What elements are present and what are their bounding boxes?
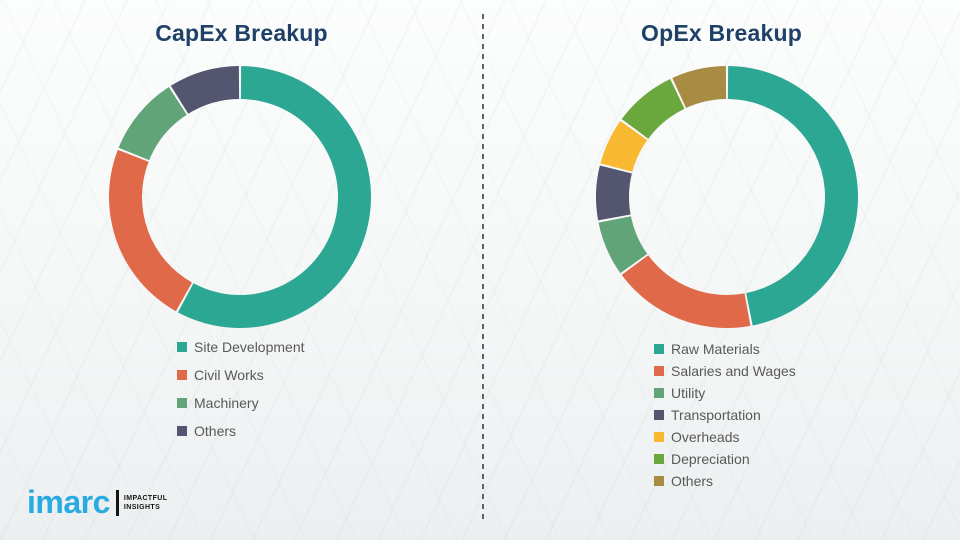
donut-segment	[170, 66, 240, 114]
legend-marker	[177, 426, 187, 436]
opex-title: OpEx Breakup	[641, 20, 802, 46]
logo-tagline: IMPACTFUL INSIGHTS	[124, 494, 168, 513]
legend-label: Utility	[671, 385, 706, 401]
legend-item: Site Development	[177, 333, 305, 361]
opex-legend: Raw Materials Salaries and Wages Utility Tr…	[654, 338, 796, 492]
capex-panel: CapEx Breakup Site Development Civil Work…	[105, 20, 375, 445]
donut-segment	[598, 216, 648, 274]
imarc-logo-text: imarc	[27, 484, 110, 520]
legend-label: Others	[194, 423, 237, 439]
legend-label: Site Development	[194, 339, 305, 355]
donut-segment	[621, 78, 685, 139]
legend-marker	[654, 454, 664, 464]
legend-label: Transportation	[671, 407, 761, 423]
legend-marker	[654, 388, 664, 398]
dashed-divider	[482, 14, 484, 520]
donut-segment	[672, 66, 727, 108]
legend-item: Others	[654, 470, 796, 492]
legend-item: Transportation	[654, 404, 796, 426]
legend-marker	[177, 398, 187, 408]
legend-item: Machinery	[177, 389, 305, 417]
legend-marker	[654, 432, 664, 442]
legend-label: Civil Works	[194, 367, 264, 383]
legend-marker	[654, 344, 664, 354]
donut-segment	[596, 165, 632, 221]
capex-legend: Site Development Civil Works Machinery Othe…	[177, 333, 305, 445]
logo-tagline-line1: IMPACTFUL	[123, 494, 168, 502]
legend-item: Depreciation	[654, 448, 796, 470]
logo-divider-bar	[115, 490, 119, 516]
legend-item: Civil Works	[177, 361, 305, 389]
legend-marker	[177, 370, 187, 380]
legend-marker	[654, 366, 664, 376]
legend-label: Overheads	[671, 429, 740, 445]
legend-item: Raw Materials	[654, 338, 796, 360]
legend-marker	[654, 410, 664, 420]
donut-segment	[177, 66, 371, 328]
legend-item: Others	[177, 417, 305, 445]
donut-svg	[596, 66, 859, 329]
legend-label: Raw Materials	[671, 341, 760, 357]
legend-label: Salaries and Wages	[671, 363, 796, 379]
capex-title: CapEx Breakup	[155, 20, 328, 46]
legend-item: Utility	[654, 382, 796, 404]
donut-segment	[621, 255, 751, 329]
donut-segment	[600, 120, 648, 172]
donut-segment	[727, 66, 859, 326]
capex-donut-chart	[105, 62, 375, 332]
legend-marker	[654, 476, 664, 486]
legend-label: Others	[671, 473, 714, 489]
legend-label: Machinery	[194, 395, 259, 411]
donut-segment	[108, 149, 193, 312]
logo-tagline-line2: INSIGHTS	[123, 504, 161, 511]
opex-panel: OpEx Breakup Raw Materials Salaries and W…	[483, 0, 960, 540]
legend-item: Overheads	[654, 426, 796, 448]
imarc-logo: imarc IMPACTFUL INSIGHTS	[27, 486, 167, 518]
legend-marker	[177, 342, 187, 352]
donut-segment	[118, 87, 187, 161]
opex-donut-chart	[592, 62, 862, 332]
legend-item: Salaries and Wages	[654, 360, 796, 382]
legend-label: Depreciation	[671, 451, 750, 467]
donut-svg	[108, 66, 371, 328]
